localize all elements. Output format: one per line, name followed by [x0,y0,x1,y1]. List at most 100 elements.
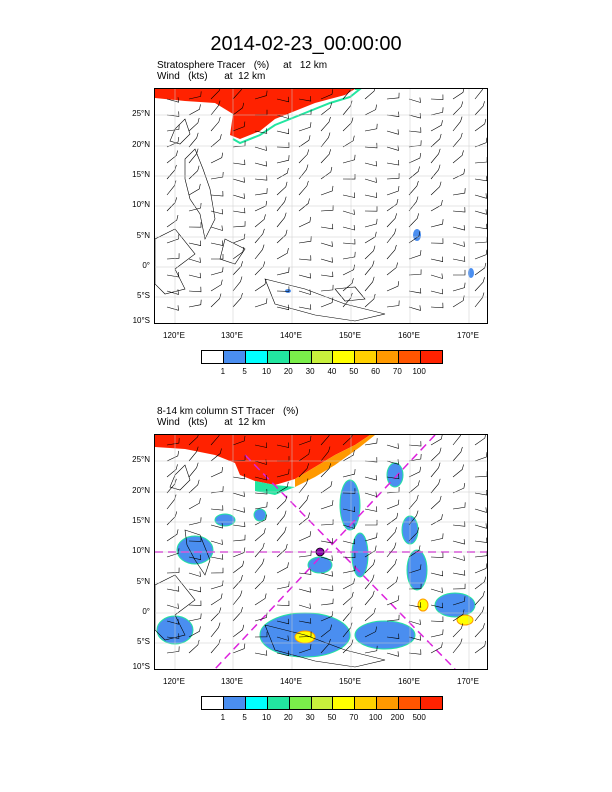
wind-barb [166,253,180,260]
wind-barb [386,542,397,558]
wind-barb [408,466,421,478]
tracer-band [255,481,295,495]
wind-barb [430,629,444,638]
colorbar-box [399,697,422,709]
wind-barb [342,578,355,590]
wind-barb [408,113,421,119]
wind-barb [166,124,180,132]
wind-barb [232,590,243,606]
wind-barb [276,155,290,164]
wind-barb [408,649,422,655]
wind-barb [386,228,397,244]
wind-barb [320,185,334,196]
wind-barb [430,447,442,462]
wind-barb [342,209,355,215]
wind-barb [430,120,443,132]
wind-barb [210,580,224,590]
wind-barb [342,192,356,198]
wind-barb [210,435,220,446]
wind-barb [254,145,267,151]
wind-barb [364,519,378,526]
wind-barb [254,631,268,638]
wind-barb [452,483,466,494]
wind-barb [276,442,290,448]
wind-barb [342,174,356,180]
colorbar-label: 200 [390,713,405,722]
wind-barb [364,160,377,167]
wind-barb [342,639,354,654]
wind-barb [188,446,199,462]
x-tick-label: 150°E [339,677,361,686]
wind-barb [276,212,287,228]
wind-barb [320,555,333,561]
wind-barb [430,533,444,542]
colorbar-box [202,697,224,709]
wind-barb [166,438,180,446]
colorbar-label: 70 [392,367,402,376]
wind-barb [452,539,465,545]
wind-barb [254,558,265,574]
colorbar-box [333,697,356,709]
wind-barb [430,238,444,244]
wind-barb [342,606,353,622]
wind-barb [364,590,375,606]
grid-lines [155,435,487,669]
wind-barb [188,240,202,246]
wind-barb [452,150,464,164]
wind-barb [254,261,266,276]
wind-barb [364,475,377,481]
x-tick-label: 160°E [398,677,420,686]
wind-barb [276,581,290,590]
wind-barb [276,600,290,607]
wind-barb [188,272,201,279]
wind-barb [298,180,309,196]
wind-barb [210,607,222,622]
y-tick-label: 15°N [132,516,150,525]
wind-barb [430,133,442,148]
wind-barb [166,567,180,574]
wind-barb [166,646,180,654]
wind-barb [276,142,290,148]
wind-barb [210,567,224,574]
wind-barb [430,616,444,622]
colorbar-box [245,351,268,363]
x-tick-label: 120°E [163,677,185,686]
wind-barb [452,583,466,590]
wind-barb [254,528,266,542]
wind-barb [342,278,354,292]
wind-barb [386,633,400,639]
wind-barb [210,554,224,560]
wind-barb [320,446,331,462]
wind-barb [276,650,290,657]
y-tick-label: 10°S [132,316,150,325]
wind-barb [188,202,202,212]
wind-barb [254,298,268,308]
wind-barb [188,165,200,180]
wind-barb [430,587,443,593]
wind-barb [408,250,422,260]
panel1-title: Stratosphere Tracer (%) at 12 km [157,60,328,71]
wind-barb [452,464,464,478]
wind-barb [430,273,443,279]
wind-barb [408,583,422,590]
wind-barb [254,161,267,167]
wind-barb [276,128,290,135]
y-tick-label: 5°S [137,291,150,300]
wind-barb [386,499,400,510]
wind-barb [364,177,377,183]
wind-barb [166,289,179,295]
wind-barb [166,111,180,117]
wind-barb [386,185,400,196]
colorbar-label: 40 [327,367,337,376]
wind-barb [188,222,202,228]
wind-barb [254,188,268,196]
wind-barb [232,560,245,574]
wind-barb [166,180,177,196]
wind-barb [342,552,356,559]
wind-barb [386,527,397,542]
wind-barb [408,140,422,148]
wind-barb [452,609,465,622]
wind-barb [298,255,312,261]
wind-barb [474,175,487,182]
wind-barb [430,164,441,180]
